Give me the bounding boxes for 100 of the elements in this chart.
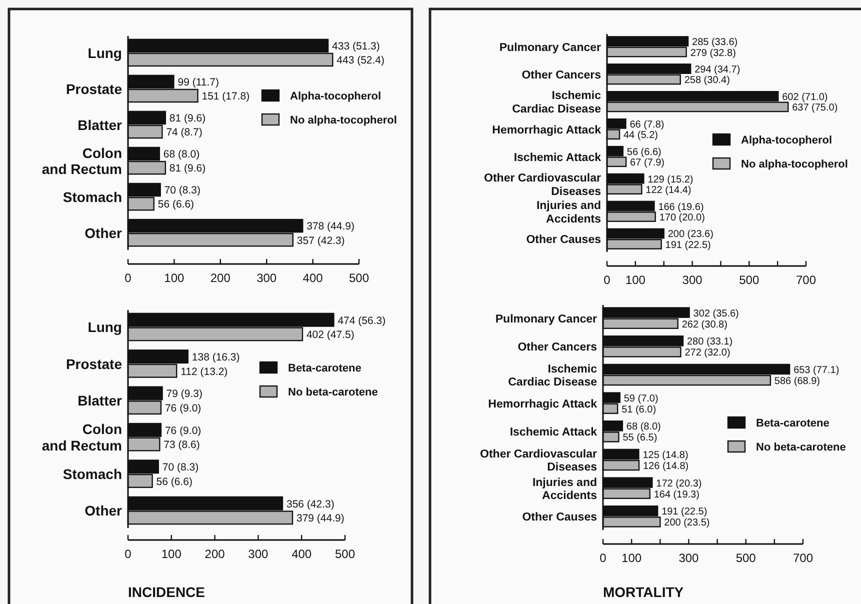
data-label: 285 (33.6) [692, 37, 738, 48]
legend-label: No beta-carotene [756, 441, 846, 454]
data-label: 653 (77.1) [794, 364, 840, 376]
data-label: 262 (30.8) [682, 319, 728, 330]
x-tick-label: 0 [124, 547, 132, 561]
x-tick-label: 100 [625, 273, 646, 287]
data-label: 172 (20.3) [656, 478, 702, 490]
y-tick-label: Colon and Rectum [42, 144, 122, 177]
data-label: 56 (6.6) [626, 146, 662, 158]
x-tick-label: 500 [739, 273, 760, 287]
data-label: 81 (9.6) [169, 162, 206, 175]
data-label: 79 (9.3) [166, 388, 202, 400]
y-tick-label: Hemorrhagic Attack [488, 398, 598, 410]
data-label: 66 (7.8) [630, 119, 664, 130]
data-label: 59 (7.0) [624, 393, 658, 404]
legend-label: Alpha-tocopherol [741, 134, 832, 146]
data-label: 122 (14.4) [646, 185, 692, 196]
y-tick-label: Injuries and Accidents [536, 200, 601, 226]
data-label: 126 (14.8) [643, 461, 689, 472]
data-label: 125 (14.8) [642, 450, 688, 461]
y-tick-label: Lung [88, 44, 122, 61]
data-label: 99 (11.7) [178, 76, 219, 89]
y-tick-label: Other Causes [522, 512, 597, 524]
data-label: 76 (9.0) [164, 402, 202, 414]
x-tick-label: 400 [292, 547, 312, 561]
data-label: 67 (7.9) [630, 158, 665, 169]
data-label: 379 (44.9) [296, 512, 344, 525]
y-tick-label: Ischemic Cardiac Disease [512, 90, 602, 116]
y-tick-label: Ischemic Cardiac Disease [508, 363, 598, 389]
data-label: 200 (23.6) [668, 229, 714, 240]
data-label: 279 (32.8) [690, 48, 736, 59]
y-tick-label: Pulmonary Cancer [499, 42, 602, 54]
x-tick-label: 100 [161, 547, 182, 561]
y-tick-label: Pulmonary Cancer [495, 313, 598, 326]
data-label: 602 (71.0) [782, 92, 828, 103]
y-tick-label: Other [84, 502, 123, 519]
y-tick-label: Other Cancers [518, 342, 597, 354]
y-tick-label: Other Cardiovascular Diseases [480, 448, 598, 474]
data-label: 356 (42.3) [286, 498, 334, 510]
data-label: 68 (8.0) [163, 148, 200, 161]
x-tick-label: 200 [210, 271, 231, 285]
data-label: 56 (6.6) [156, 476, 192, 488]
data-label: 474 (56.3) [338, 314, 386, 327]
data-label: 280 (33.1) [687, 336, 733, 348]
text: MORTALITY [603, 584, 684, 600]
x-tick-label: 500 [334, 547, 356, 561]
x-tick-label: 300 [248, 547, 269, 561]
data-label: 68 (8.0) [626, 422, 661, 433]
x-tick-label: 500 [348, 271, 370, 285]
y-tick-label: Other Causes [526, 234, 601, 246]
data-label: 302 (35.6) [693, 308, 739, 320]
data-label: 191 (22.5) [662, 506, 708, 518]
y-tick-label: Hemorrhagic Attack [492, 124, 602, 136]
legend-label: Alpha-tocopherol [290, 90, 382, 102]
x-tick-label: 0 [604, 273, 611, 287]
data-label: 51 (6.0) [622, 404, 656, 416]
y-tick-label: Other [84, 224, 123, 241]
data-label: 76 (9.0) [164, 424, 202, 437]
legend-label: Beta-carotene [288, 362, 362, 374]
data-label: 73 (8.6) [164, 439, 200, 452]
y-tick-label: Prostate [66, 80, 122, 97]
data-label: 70 (8.3) [162, 462, 199, 474]
x-tick-label: 0 [600, 551, 607, 565]
y-tick-label: Colon and Rectum [42, 421, 122, 454]
data-label: 166 (19.6) [658, 202, 704, 213]
data-label: 200 (23.5) [664, 518, 710, 529]
y-tick-label: Blatter [78, 392, 123, 409]
data-label: 129 (15.2) [648, 174, 694, 186]
legend-label: No beta-carotene [288, 386, 378, 398]
data-label: 272 (32.0) [684, 348, 730, 359]
data-label: 55 (6.5) [622, 432, 658, 444]
data-label: 164 (19.3) [654, 489, 700, 500]
data-label: 258 (30.4) [684, 75, 730, 86]
x-tick-label: 100 [622, 551, 642, 565]
y-tick-label: Stomach [62, 466, 122, 482]
x-tick-label: 400 [302, 271, 324, 285]
data-label: 70 (8.3) [164, 184, 201, 197]
x-tick-label: 300 [256, 271, 277, 285]
x-tick-label: 500 [736, 551, 756, 565]
x-tick-label: 700 [796, 273, 816, 287]
legend-label: Beta-carotene [756, 417, 830, 430]
legend-label: No alpha-tocopherol [290, 114, 397, 126]
x-tick-label: 0 [124, 271, 132, 285]
data-label: 74 (8.7) [166, 126, 202, 139]
x-tick-label: 100 [164, 271, 185, 285]
data-label: 443 (52.4) [336, 54, 385, 67]
data-label: 637 (75.0) [792, 102, 838, 114]
x-tick-label: 300 [682, 273, 703, 287]
y-tick-label: Ischemic Attack [514, 152, 602, 164]
y-tick-label: Prostate [66, 356, 122, 372]
y-tick-label: Blatter [78, 116, 123, 133]
text: INCIDENCE [128, 584, 206, 600]
y-tick-label: Other Cancers [522, 69, 601, 82]
data-label: 191 (22.5) [665, 240, 711, 251]
y-tick-label: Lung [88, 319, 122, 336]
x-tick-label: 700 [792, 551, 814, 565]
data-label: 151 (17.8) [202, 90, 250, 103]
legend-label: No alpha-tocopherol [741, 158, 848, 170]
x-tick-label: 200 [204, 547, 226, 561]
data-label: 433 (51.3) [332, 40, 380, 53]
